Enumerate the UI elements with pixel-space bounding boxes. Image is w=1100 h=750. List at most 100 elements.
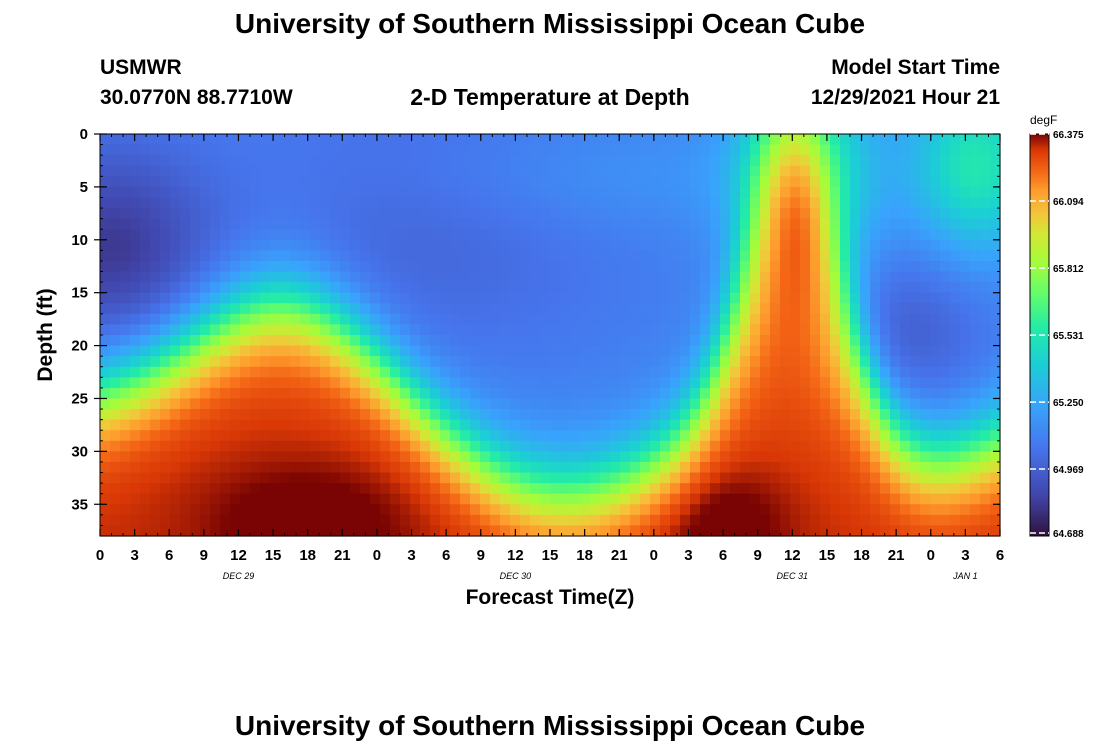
heatmap-cell [430, 430, 441, 442]
heatmap-cell [290, 176, 301, 188]
heatmap-cell [480, 155, 491, 167]
heatmap-cell [990, 483, 1001, 495]
heatmap-cell [150, 324, 161, 336]
heatmap-cell [840, 186, 851, 199]
heatmap-cell [660, 282, 671, 294]
heatmap-cell [950, 451, 961, 463]
heatmap-cell [140, 419, 151, 431]
heatmap-cell [960, 419, 971, 431]
heatmap-cell [860, 218, 871, 230]
heatmap-cell [360, 419, 371, 431]
heatmap-cell [650, 229, 661, 241]
heatmap-cell [260, 218, 271, 230]
heatmap-cell [560, 366, 571, 378]
heatmap-cell [840, 218, 851, 230]
heatmap-cell [980, 398, 991, 410]
heatmap-cell [160, 483, 171, 495]
heatmap-cell [180, 260, 191, 273]
heatmap-cell [870, 186, 881, 199]
heatmap-cell [240, 377, 251, 389]
heatmap-cell [690, 218, 701, 230]
heatmap-cell [640, 335, 651, 347]
heatmap-cell [160, 186, 171, 199]
heatmap-cell [520, 186, 531, 199]
heatmap-cell [130, 472, 141, 484]
heatmap-cell [910, 144, 921, 156]
heatmap-cell [760, 271, 771, 283]
heatmap-cell [360, 409, 371, 421]
heatmap-cell [270, 260, 281, 273]
heatmap-cell [960, 398, 971, 410]
heatmap-cell [930, 335, 941, 347]
heatmap-cell [840, 387, 851, 400]
heatmap-cell [480, 260, 491, 273]
heatmap-cell [730, 176, 741, 188]
heatmap-cell [300, 366, 311, 378]
heatmap-cell [210, 271, 221, 283]
heatmap-cell [420, 303, 431, 315]
heatmap-cell [600, 461, 611, 474]
heatmap-cell [910, 525, 921, 537]
heatmap-cell [780, 461, 791, 474]
heatmap-cell [260, 303, 271, 315]
heatmap-cell [820, 260, 831, 273]
heatmap-cell [270, 398, 281, 410]
heatmap-cell [250, 208, 261, 220]
heatmap-cell [300, 250, 311, 262]
heatmap-cell [860, 514, 871, 527]
heatmap-cell [360, 377, 371, 389]
heatmap-cell [360, 430, 371, 442]
heatmap-cell [430, 345, 441, 357]
heatmap-cell [950, 313, 961, 326]
heatmap-cell [710, 493, 721, 505]
heatmap-cell [250, 430, 261, 442]
heatmap-cell [240, 398, 251, 410]
heatmap-cell [720, 176, 731, 188]
heatmap-cell [110, 335, 121, 347]
heatmap-cell [740, 472, 751, 484]
heatmap-cell [400, 483, 411, 495]
heatmap-cell [450, 419, 461, 431]
heatmap-cell [420, 250, 431, 262]
heatmap-cell [870, 282, 881, 294]
heatmap-cell [880, 493, 891, 505]
heatmap-cell [970, 134, 981, 146]
heatmap-cell [130, 419, 141, 431]
heatmap-cell [760, 430, 771, 442]
heatmap-cell [380, 387, 391, 400]
heatmap-cell [850, 387, 861, 400]
heatmap-cell [680, 398, 691, 410]
heatmap-cell [850, 525, 861, 537]
heatmap-cell [470, 239, 481, 251]
heatmap-cell [620, 493, 631, 505]
heatmap-cell [480, 292, 491, 304]
heatmap-cell [130, 197, 141, 209]
heatmap-cell [280, 430, 291, 442]
heatmap-cell [950, 282, 961, 294]
heatmap-cell [640, 271, 651, 283]
heatmap-cell [580, 440, 591, 452]
heatmap-cell [930, 282, 941, 294]
heatmap-cell [710, 387, 721, 400]
heatmap-cell [670, 514, 681, 527]
heatmap-cell [100, 504, 111, 516]
heatmap-cell [400, 197, 411, 209]
heatmap-cell [260, 440, 271, 452]
heatmap-cell [270, 504, 281, 516]
heatmap-cell [120, 197, 131, 209]
heatmap-cell [620, 208, 631, 220]
heatmap-cell [550, 398, 561, 410]
heatmap-cell [230, 472, 241, 484]
heatmap-cell [710, 176, 721, 188]
heatmap-cell [460, 387, 471, 400]
heatmap-cell [200, 504, 211, 516]
heatmap-cell [190, 440, 201, 452]
heatmap-cell [100, 345, 111, 357]
heatmap-cell [820, 271, 831, 283]
heatmap-cell [140, 208, 151, 220]
heatmap-cell [480, 504, 491, 516]
heatmap-cell [900, 514, 911, 527]
heatmap-cell [750, 377, 761, 389]
heatmap-cell [160, 324, 171, 336]
heatmap-cell [640, 250, 651, 262]
